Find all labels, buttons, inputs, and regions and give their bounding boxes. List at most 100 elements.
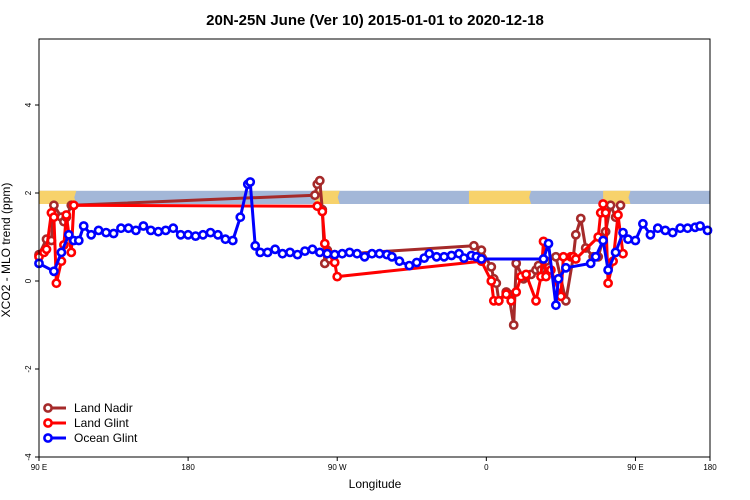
- data-point: [590, 251, 601, 262]
- data-point: [702, 225, 713, 236]
- data-point: [695, 221, 705, 231]
- data-point: [468, 240, 479, 251]
- data-point: [551, 251, 561, 262]
- data-point: [314, 247, 325, 258]
- y-tick-label: -2: [24, 365, 33, 373]
- legend-label: Land Nadir: [74, 401, 133, 415]
- data-point: [645, 229, 656, 240]
- data-point: [168, 223, 179, 234]
- data-point: [116, 223, 126, 234]
- data-point: [319, 238, 330, 249]
- data-point: [250, 240, 261, 251]
- x-tick-label: 90 E: [31, 463, 47, 472]
- plot-frame: [38, 38, 711, 458]
- data-point: [235, 212, 246, 223]
- data-point: [553, 273, 564, 284]
- data-point: [613, 210, 623, 220]
- legend-label: Ocean Glint: [74, 431, 138, 445]
- data-point: [86, 229, 97, 240]
- data-point: [212, 229, 223, 240]
- data-point: [411, 257, 422, 268]
- data-point: [307, 244, 318, 255]
- data-point: [93, 225, 104, 236]
- data-point: [101, 227, 111, 238]
- data-point: [63, 229, 74, 240]
- data-point: [394, 256, 405, 267]
- data-point: [329, 249, 340, 260]
- data-point: [68, 200, 79, 211]
- data-point: [638, 218, 648, 229]
- data-point: [652, 223, 663, 234]
- data-point: [78, 221, 89, 231]
- data-point: [531, 295, 541, 306]
- y-axis: -4 -2 0 2 4: [24, 102, 39, 461]
- data-point: [73, 235, 84, 246]
- data-point: [486, 261, 497, 272]
- data-point: [610, 247, 621, 258]
- x-tick-label: 180: [181, 463, 195, 472]
- data-point: [551, 300, 561, 311]
- map-land: [39, 190, 77, 204]
- series-2: [34, 177, 713, 311]
- data-point: [227, 235, 238, 246]
- data-point: [49, 266, 59, 277]
- y-tick-label: 2: [24, 190, 33, 195]
- data-point: [501, 289, 512, 300]
- map-land: [468, 190, 532, 204]
- data-point: [570, 229, 581, 240]
- data-point: [446, 250, 457, 261]
- data-point: [615, 200, 626, 211]
- data-point: [521, 269, 531, 280]
- legend-label: Land Glint: [74, 416, 129, 430]
- data-point: [424, 248, 435, 259]
- data-point: [493, 295, 504, 306]
- data-point: [367, 248, 377, 259]
- data-point: [314, 175, 325, 186]
- data-point: [51, 278, 62, 289]
- data-point: [543, 238, 554, 249]
- data-point: [277, 248, 288, 259]
- x-axis: 90 E 180 90 W 0 90 E 180: [31, 457, 717, 472]
- data-point: [476, 254, 487, 264]
- data-point: [541, 271, 551, 282]
- data-point: [262, 247, 273, 258]
- data-point: [309, 190, 320, 201]
- data-point: [220, 234, 231, 245]
- data-point: [56, 247, 67, 258]
- data-point: [476, 245, 487, 256]
- data-point: [511, 287, 522, 297]
- data-point: [285, 247, 295, 258]
- data-point: [270, 244, 280, 255]
- data-point: [245, 177, 256, 187]
- data-point: [322, 248, 333, 259]
- data-point: [352, 248, 362, 259]
- data-point: [618, 248, 628, 259]
- data-point: [198, 229, 208, 240]
- data-point: [160, 225, 171, 236]
- legend-marker: [43, 418, 53, 428]
- data-point: [630, 235, 641, 246]
- data-point: [61, 210, 72, 220]
- data-point: [575, 213, 586, 224]
- data-point: [41, 244, 52, 255]
- data-point: [49, 212, 59, 223]
- data-point: [603, 278, 613, 289]
- y-axis-label: XCO2 - MLO trend (ppm): [0, 183, 13, 318]
- x-tick-label: 0: [484, 463, 489, 472]
- data-point: [618, 227, 628, 238]
- data-point: [508, 320, 519, 330]
- x-tick-label: 180: [703, 463, 717, 472]
- data-point: [49, 200, 59, 211]
- data-point: [603, 265, 613, 275]
- chart-title: 20N-25N June (Ver 10) 2015-01-01 to 2020…: [206, 12, 544, 29]
- data-point: [337, 248, 348, 259]
- data-point: [299, 246, 310, 256]
- data-point: [585, 258, 596, 269]
- data-point: [66, 247, 77, 258]
- data-point: [374, 248, 385, 259]
- data-point: [486, 276, 497, 286]
- data-point: [332, 271, 343, 282]
- data-point: [623, 234, 633, 245]
